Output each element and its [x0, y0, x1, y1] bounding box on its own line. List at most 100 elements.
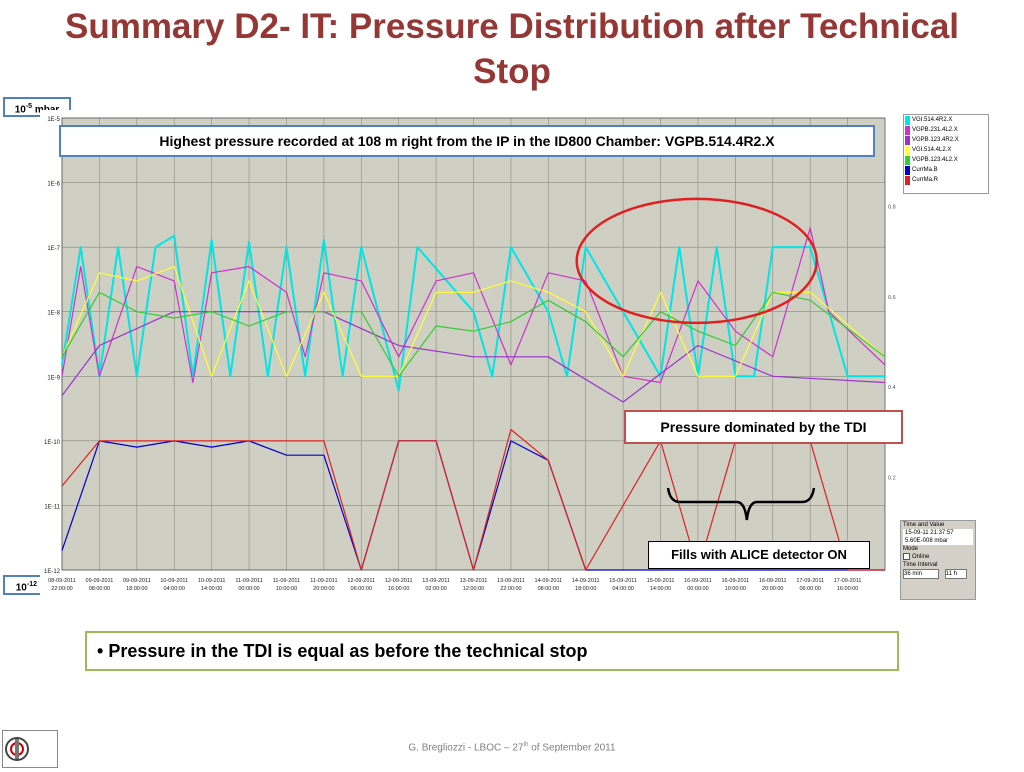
interval-hours-field[interactable]: 11 h — [944, 569, 967, 580]
y-tick-label: 1E-6 — [47, 182, 60, 188]
x-tick-label: 10-09-2011 — [160, 578, 188, 584]
online-row[interactable]: Online — [901, 553, 975, 561]
series-line-4 — [61, 266, 886, 377]
legend-label: VGI.514.4R2.X — [912, 117, 953, 123]
summary-bullet-box: • Pressure in the TDI is equal as before… — [85, 631, 899, 671]
legend-item[interactable]: VGI.514.4L2.X — [904, 145, 988, 155]
x-tick-label: 00:00:00 — [238, 586, 259, 592]
x-tick-label: 06:00:00 — [799, 586, 820, 592]
tdi-callout: Pressure dominated by the TDI — [624, 410, 903, 444]
y-tick-label: 1E-10 — [44, 440, 61, 446]
x-tick-label: 14:00:00 — [201, 586, 222, 592]
x-tick-label: 18:00:00 — [126, 586, 147, 592]
x-tick-label: 10-09-2011 — [198, 578, 226, 584]
y-tick-label: 1E-11 — [44, 504, 60, 510]
x-tick-label: 17-09-2011 — [796, 578, 824, 584]
bottom-pressure-exp: -12 — [26, 581, 37, 588]
x-tick-label: 11-09-2011 — [235, 578, 262, 584]
x-tick-label: 16-09-2011 — [721, 578, 749, 584]
legend-swatch — [905, 155, 910, 165]
x-tick-label: 16:00:00 — [837, 586, 858, 592]
legend-label: CurrMa.R — [912, 177, 939, 183]
legend-label: VGPB.123.4R2.X — [912, 137, 959, 143]
highest-pressure-callout: Highest pressure recorded at 108 m right… — [59, 125, 875, 157]
legend-label: CurrMa.B — [912, 167, 938, 173]
legend-item[interactable]: CurrMa.B — [904, 165, 988, 175]
chart-legend: VGI.514.4R2.X VGPB.231.4L2.X VGPB.123.4R2.… — [903, 114, 989, 194]
legend-item[interactable]: VGPB.231.4L2.X — [904, 125, 988, 135]
x-tick-label: 00:00:00 — [687, 586, 708, 592]
legend-swatch — [905, 135, 910, 145]
x-tick-label: 16-09-2011 — [759, 578, 787, 584]
legend-item[interactable]: VGPB.123.4R2.X — [904, 135, 988, 145]
panel-timestamp: 15-09-11 21:37:57 — [903, 529, 973, 537]
legend-swatch — [905, 145, 910, 155]
slide-footer: G. Bregliozzi - LBOC – 27th of September… — [300, 742, 724, 753]
legend-swatch — [905, 125, 910, 135]
x-tick-label: 16-09-2011 — [684, 578, 712, 584]
panel-heading-interval: Time Interval — [903, 562, 938, 569]
panel-value: 5.60E-008 mbar — [903, 537, 973, 545]
interval-select[interactable]: 36 min — [903, 569, 939, 580]
alice-callout: Fills with ALICE detector ON — [648, 541, 870, 569]
x-tick-label: 15-09-2011 — [647, 578, 675, 584]
summary-bullet: • Pressure in the TDI is equal as before… — [97, 641, 588, 661]
x-tick-label: 06:00:00 — [351, 586, 372, 592]
x-tick-label: 11-09-2011 — [310, 578, 337, 584]
series-line-2 — [61, 227, 886, 384]
y-tick-label: 1E-5 — [47, 117, 60, 123]
panel-heading-time-value: Time and Value — [903, 522, 945, 528]
interval-row: 36 min 11 h — [901, 569, 975, 580]
footer-text: G. Bregliozzi - LBOC – 27 — [408, 742, 524, 754]
x-tick-label: 16:00:00 — [388, 586, 409, 592]
x-tick-label: 22:00:00 — [500, 586, 521, 592]
legend-swatch — [905, 175, 910, 185]
series-line-3 — [61, 311, 886, 403]
x-tick-label: 22:00:00 — [51, 586, 72, 592]
y-tick-label: 1E-9 — [47, 375, 60, 381]
online-checkbox[interactable] — [903, 553, 910, 560]
y-tick-label: 1E-8 — [47, 311, 60, 317]
x-tick-label: 09-09-2011 — [123, 578, 151, 584]
summary-bullet-text: Pressure in the TDI is equal as before t… — [108, 641, 588, 661]
x-tick-label: 10:00:00 — [725, 586, 746, 592]
highlight-ellipse — [575, 197, 818, 325]
x-tick-label: 08:00:00 — [538, 586, 559, 592]
x-tick-label: 12:00:00 — [463, 586, 484, 592]
slide-title: Summary D2- IT: Pressure Distribution af… — [64, 7, 960, 91]
x-tick-label: 14-09-2011 — [572, 578, 600, 584]
right-axis-tick: 0.4 — [888, 385, 896, 391]
top-pressure-unit: mbar — [32, 104, 60, 116]
top-pressure-label: 10-5 mbar — [3, 97, 71, 117]
legend-label: VGPB.231.4L2.X — [912, 127, 958, 133]
legend-swatch — [905, 115, 910, 125]
legend-label: VGPB.123.4L2.X — [912, 157, 958, 163]
y-tick-label: 1E-12 — [44, 569, 61, 575]
x-tick-label: 14:00:00 — [650, 586, 671, 592]
legend-item[interactable]: VGI.514.4R2.X — [904, 115, 988, 125]
x-tick-label: 13-09-2011 — [460, 578, 488, 584]
x-tick-label: 18:00:00 — [575, 586, 596, 592]
y-tick-label: 1E-7 — [47, 246, 60, 252]
right-axis-tick: 0.6 — [888, 295, 896, 301]
legend-item[interactable]: VGPB.123.4L2.X — [904, 155, 988, 165]
x-tick-label: 02:00:00 — [425, 586, 446, 592]
online-label: Online — [912, 554, 930, 561]
x-tick-label: 10:00:00 — [276, 586, 297, 592]
x-tick-label: 12-09-2011 — [347, 578, 375, 584]
series-line-5 — [61, 291, 886, 377]
time-value-panel: Time and Value 15-09-11 21:37:57 5.60E-0… — [900, 520, 976, 600]
vsc-logo — [2, 730, 58, 768]
x-tick-label: 09-09-2011 — [86, 578, 114, 584]
legend-label: VGI.514.4L2.X — [912, 147, 952, 153]
x-tick-label: 14-09-2011 — [534, 578, 562, 584]
legend-item[interactable]: CurrMa.R — [904, 175, 988, 185]
right-axis-tick: 0.8 — [888, 204, 896, 210]
x-tick-label: 13-09-2011 — [497, 578, 525, 584]
top-pressure-base: 10 — [14, 104, 26, 116]
x-tick-label: 17-09-2011 — [834, 578, 862, 584]
x-tick-label: 20:00:00 — [313, 586, 334, 592]
footer-suffix: of September 2011 — [528, 742, 616, 754]
panel-heading-mode: Mode — [903, 546, 919, 552]
x-tick-label: 20:00:00 — [762, 586, 783, 592]
